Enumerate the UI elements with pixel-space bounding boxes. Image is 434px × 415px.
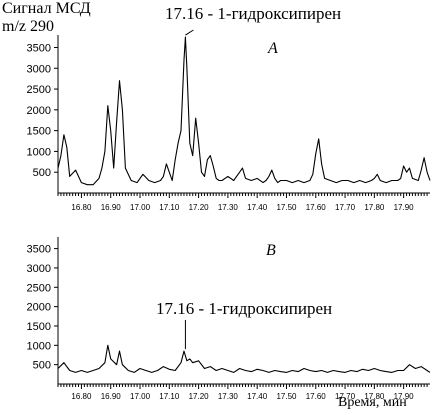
x-axis-label: Время, мин (338, 395, 407, 410)
panel-b-y-tick-label: 500 (33, 360, 51, 372)
panel-b-x-tick-label: 17.60 (306, 392, 327, 401)
panel-a-y-tick-label: 1000 (27, 146, 51, 158)
panel-a-signal-line (57, 36, 431, 186)
panel-a-y-tick-label: 500 (33, 167, 51, 179)
panel-a-annotation: 17.16 - 1-гидроксипирен (165, 4, 342, 23)
panel-b-x-tick-label: 17.00 (130, 392, 151, 401)
panel-b-x-tick-label: 17.80 (364, 392, 385, 401)
panel-a-x-tick-label: 17.10 (159, 203, 180, 212)
panel-a-x-tick-label: 16.90 (101, 203, 122, 212)
panel-b-x-tick-label: 17.40 (247, 392, 268, 401)
panel-a-x-tick-label: 17.70 (335, 203, 356, 212)
panel-b-y-tick-label: 2000 (27, 302, 51, 314)
panel-a-x-tick-label: 16.80 (71, 203, 92, 212)
panel-a-y-tick-label: 3500 (27, 42, 51, 54)
panel-b-x-tick-label: 17.20 (189, 392, 210, 401)
panel-b-signal-line (57, 344, 431, 373)
panel-a-x-tick-label: 17.80 (364, 203, 385, 212)
panel-b-x-tick-label: 17.30 (218, 392, 239, 401)
panel-b-y-tick-label: 2500 (27, 282, 51, 294)
panel-a-y-tick-label: 2500 (27, 84, 51, 96)
panel-b-annotation: 17.16 - 1-гидроксипирен (156, 299, 333, 318)
panel-b-x-tick-label: 16.80 (71, 392, 92, 401)
panel-a-x-tick-label: 17.20 (189, 203, 210, 212)
panel-b-x-tick-label: 17.70 (335, 392, 356, 401)
y-axis-label-line2: m/z 290 (2, 18, 54, 35)
panel-a-y-tick-label: 2000 (27, 105, 51, 117)
panel-b-label: B (266, 242, 276, 259)
panel-b-x-tick-label: 16.90 (101, 392, 122, 401)
panel-b-x-tick-label: 17.50 (276, 392, 297, 401)
panel-a-label: А (268, 40, 278, 57)
panel-a-annotation-pointer (185, 29, 194, 36)
panel-a-y-tick-label: 1500 (27, 126, 51, 138)
panel-a-y-tick-label: 3000 (27, 63, 51, 75)
panel-a-x-tick-label: 17.40 (247, 203, 268, 212)
panel-a-x-tick-label: 17.00 (130, 203, 151, 212)
panel-a-x-tick-label: 17.60 (306, 203, 327, 212)
panel-a-x-tick-label: 17.30 (218, 203, 239, 212)
panel-b-y-tick-label: 1500 (27, 321, 51, 333)
panel-a-x-tick-label: 17.50 (276, 203, 297, 212)
panel-b-y-tick-label: 1000 (27, 340, 51, 352)
panel-b-y-tick-label: 3000 (27, 263, 51, 275)
panel-b-x-tick-label: 17.10 (159, 392, 180, 401)
panel-b-y-tick-label: 3500 (27, 244, 51, 256)
panel-b-x-tick-label: 17.90 (394, 392, 415, 401)
y-axis-label-line1: Сигнал МСД (2, 0, 91, 17)
panel-a-x-tick-label: 17.90 (394, 203, 415, 212)
